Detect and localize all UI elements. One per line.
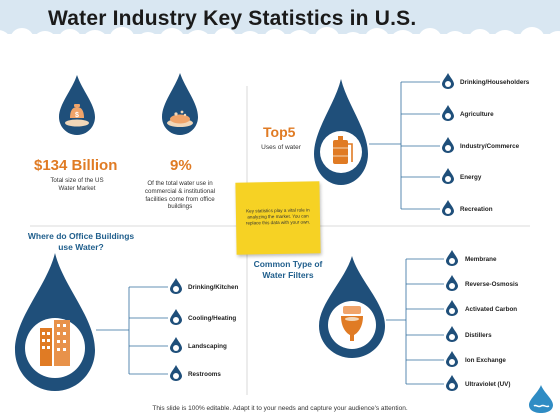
office-buildings-item: Drinking/Kitchen [188, 284, 239, 291]
water-drop-icon [170, 337, 182, 353]
water-drop-icon [446, 326, 458, 342]
water-drop-icon [170, 278, 182, 294]
water-drop-icon [446, 351, 458, 367]
top5-drop [314, 79, 368, 185]
sticky-note: Key statistics play a vital role in anal… [235, 181, 321, 255]
filters-title: Common Type of Water Filters [253, 259, 323, 280]
top5-item: Drinking/Householders [460, 79, 530, 86]
top5-item: Recreation [460, 206, 493, 213]
toilet-icon [341, 306, 363, 341]
office-buildings-title: Where do Office Buildings use Water? [27, 231, 135, 252]
water-drop-icon [446, 250, 458, 266]
top5-item: Energy [460, 174, 482, 181]
office-use-drop [162, 73, 198, 135]
water-drop-icon [442, 73, 454, 89]
water-drop-icon [442, 105, 454, 121]
cloud-header-band [0, 0, 560, 52]
water-drop-icon [442, 168, 454, 184]
corner-drop-logo [529, 385, 553, 413]
office-buildings-item: Landscaping [188, 343, 227, 350]
water-drop-icon [170, 365, 182, 381]
footer-text: This slide is 100% editable. Adapt it to… [152, 405, 408, 412]
filters-item: Reverse-Osmosis [465, 281, 519, 288]
filters-item: Distillers [465, 332, 492, 339]
water-drop-icon [446, 300, 458, 316]
water-drop-icon [442, 137, 454, 153]
office-use-value: 9% [170, 157, 192, 174]
office-building-icon [40, 320, 70, 366]
office-buildings-item: Cooling/Heating [188, 315, 237, 322]
office-use-description: Of the total water use in commercial & i… [144, 180, 216, 211]
market-value: $134 Billion [34, 157, 118, 174]
filters-item: Activated Carbon [465, 306, 518, 313]
water-bowl-icon [167, 110, 193, 127]
top5-item: Agriculture [460, 111, 494, 118]
slide-title: Water Industry Key Statistics in U.S. [48, 7, 417, 30]
water-drop-icon [170, 309, 182, 325]
water-drop-icon [442, 200, 454, 216]
water-drop-icon [446, 275, 458, 291]
water-tank-icon [333, 136, 353, 164]
top5-item: Industry/Commerce [460, 143, 520, 150]
office-buildings-item: Restrooms [188, 371, 221, 378]
money-bag-icon: $ [65, 104, 89, 127]
market-description: Total size of the US Water Market [50, 177, 104, 192]
svg-text:$: $ [75, 112, 79, 119]
top5-title: Top5 [263, 124, 296, 140]
filters-item: Ultraviolet (UV) [465, 381, 511, 388]
market-drop: $ [59, 75, 95, 135]
filters-drop [319, 256, 385, 358]
filters-item: Ion Exchange [465, 357, 506, 364]
top5-subtitle: Uses of water [261, 144, 301, 151]
office-buildings-drop [15, 253, 95, 391]
filters-item: Membrane [465, 256, 497, 263]
water-drop-icon [446, 375, 458, 391]
sticky-note-text: Key statistics play a vital role in anal… [245, 207, 311, 226]
